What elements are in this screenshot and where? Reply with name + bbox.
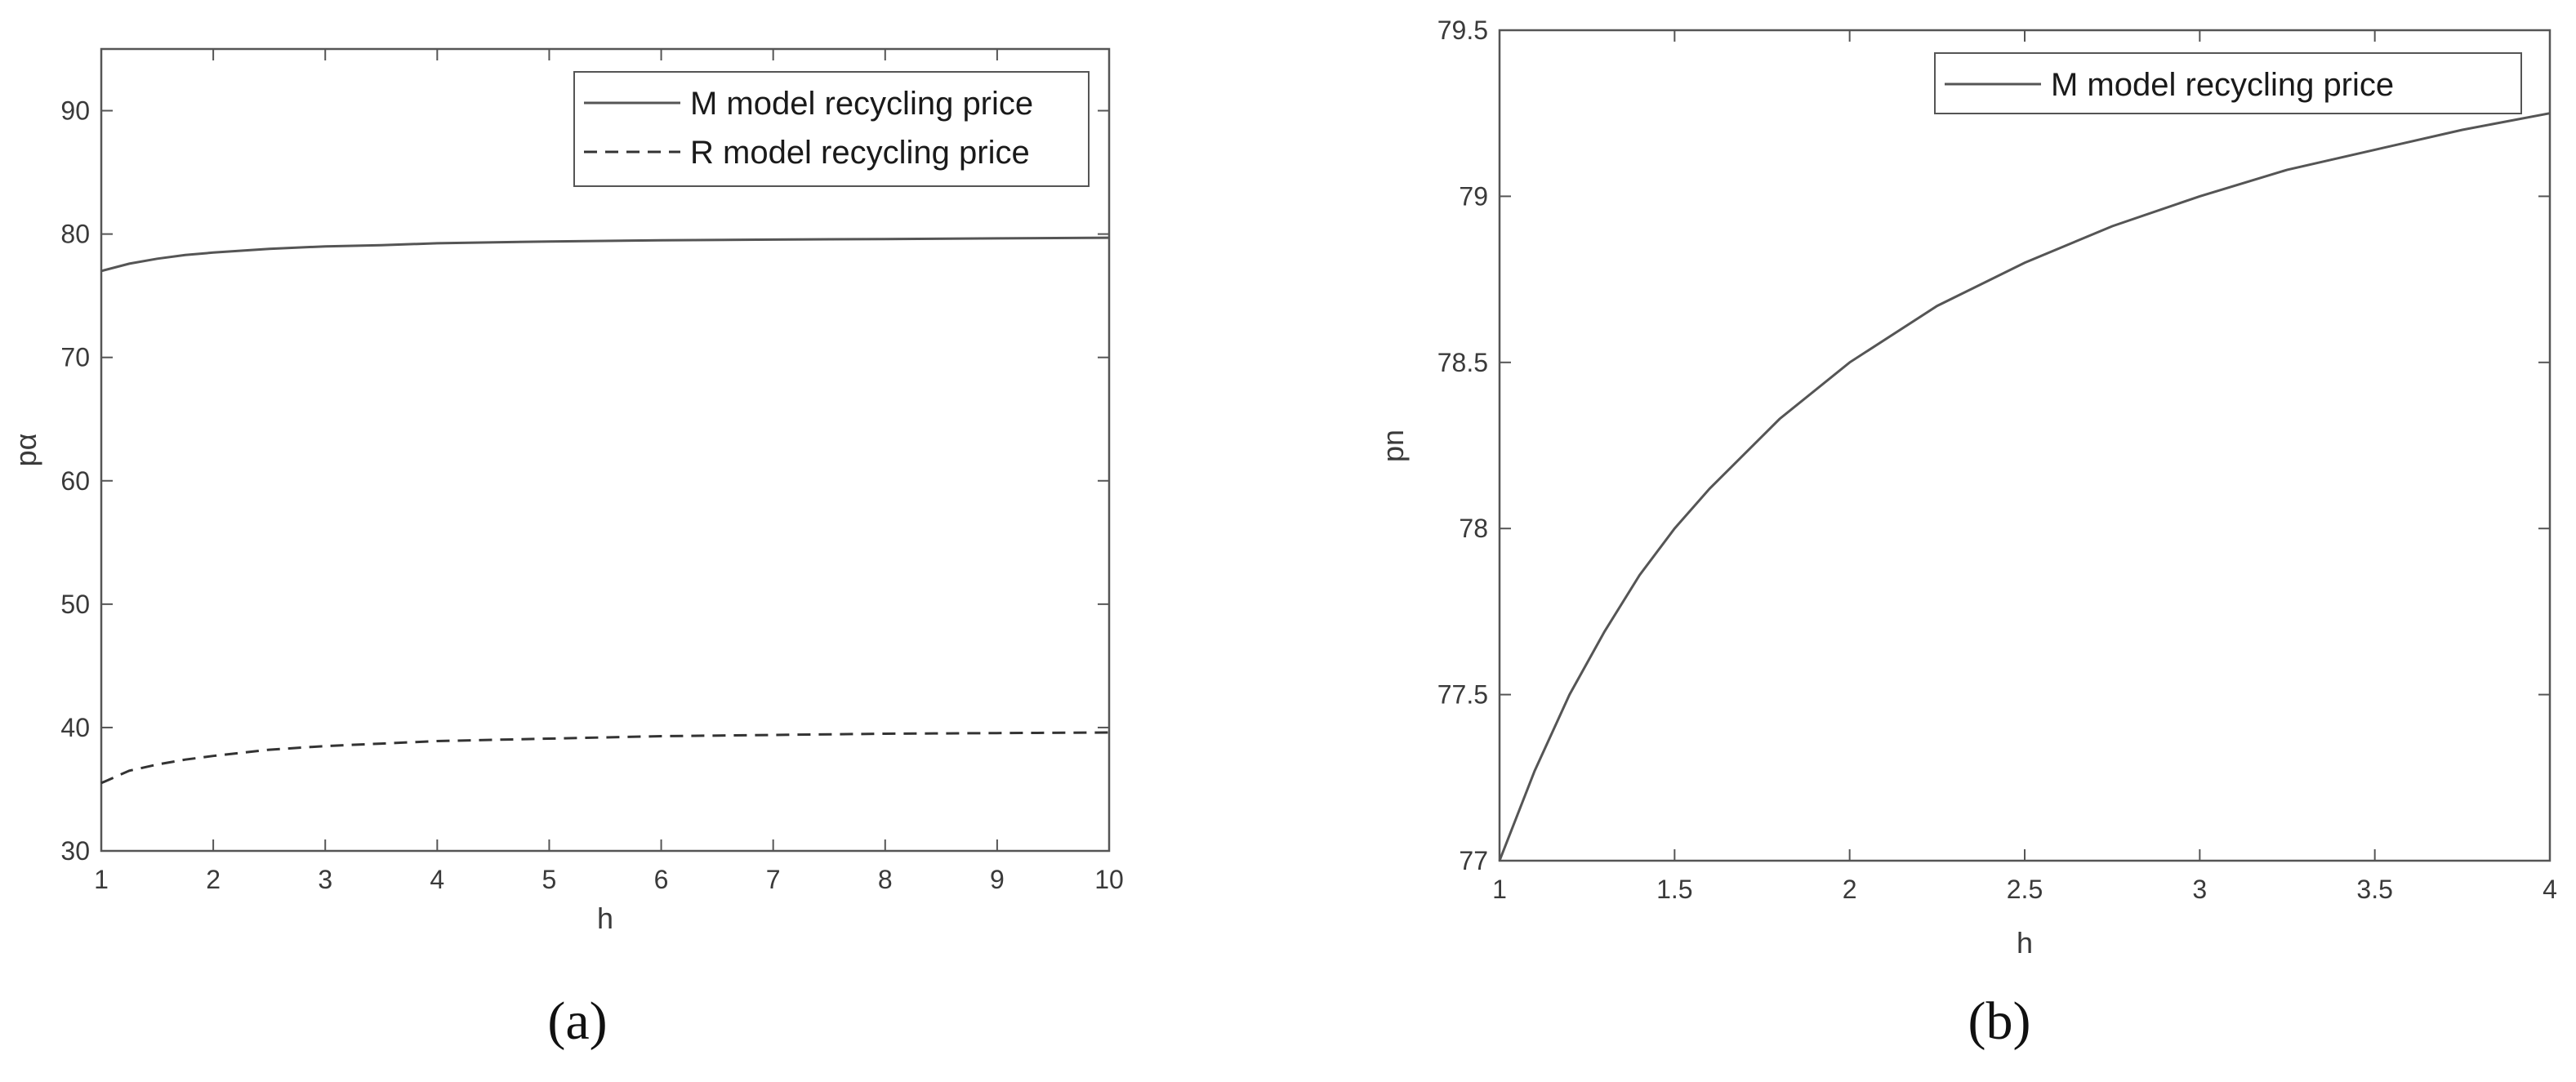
y-tick-label: 90 <box>60 96 90 126</box>
series-line-m-model <box>1498 112 2551 862</box>
legend-a: M model recycling price R model recycling… <box>573 71 1090 187</box>
x-tick-label: 4 <box>430 865 444 894</box>
legend-box <box>573 71 1090 187</box>
x-tick-label: 3 <box>2192 875 2207 904</box>
x-tick-label: 1 <box>1492 875 1507 904</box>
x-tick-label: 6 <box>654 865 669 894</box>
y-tick-label: 30 <box>60 836 90 866</box>
y-tick-label: 78 <box>1459 514 1488 543</box>
y-axis-label-a: pα <box>9 434 42 467</box>
series-layer-a <box>100 236 1110 785</box>
y-tick-label: 40 <box>60 713 90 742</box>
x-tick-label: 5 <box>542 865 557 894</box>
y-tick-label: 80 <box>60 220 90 249</box>
panel-caption-a: (a) <box>547 991 607 1051</box>
x-tick-label: 1.5 <box>1656 875 1692 904</box>
legend-entry-label: M model recycling price <box>2051 67 2394 103</box>
y-tick-label: 50 <box>60 590 90 619</box>
x-tick-label: 2 <box>206 865 221 894</box>
x-tick-label: 10 <box>1094 865 1124 894</box>
series-line-m-model <box>100 236 1110 273</box>
plot-area-frame-b <box>1498 29 2551 862</box>
x-tick-label: 8 <box>878 865 893 894</box>
y-tick-label: 60 <box>60 466 90 496</box>
x-tick-label: 3.5 <box>2356 875 2392 904</box>
chart-panel-b: 1 1.5 2 2.5 3 3.5 4 77 77.5 78 78.5 79 79.5 M model … <box>1376 16 2557 1051</box>
x-tick-label: 3 <box>318 865 332 894</box>
y-axis-label-b: pn <box>1376 430 1410 462</box>
series-line-r-model <box>100 731 1110 785</box>
chart-panel-a: 1 2 3 4 5 6 7 8 9 10 30 40 50 60 70 80 90 M model recycl… <box>9 47 1124 1051</box>
x-tick-label: 2.5 <box>2007 875 2043 904</box>
panel-caption-b: (b) <box>1968 991 2031 1051</box>
legend-entry-label: M model recycling price <box>690 86 1033 122</box>
tick-layer-b: 1 1.5 2 2.5 3 3.5 4 77 77.5 78 78.5 79 79.5 <box>1437 16 2557 904</box>
y-tick-label: 77 <box>1459 846 1488 875</box>
y-tick-label: 78.5 <box>1437 348 1488 377</box>
legend-entry-label: R model recycling price <box>690 135 1030 171</box>
x-tick-label: 9 <box>990 865 1005 894</box>
x-tick-label: 1 <box>94 865 109 894</box>
legend-b: M model recycling price <box>1934 52 2522 114</box>
x-axis-label-a: h <box>597 902 613 935</box>
y-tick-label: 77.5 <box>1437 680 1488 710</box>
tick-layer-a: 1 2 3 4 5 6 7 8 9 10 30 40 50 60 70 80 90 <box>60 49 1124 894</box>
y-tick-label: 79.5 <box>1437 16 1488 45</box>
y-tick-label: 79 <box>1459 181 1488 211</box>
y-tick-label: 70 <box>60 343 90 372</box>
x-axis-label-b: h <box>2017 926 2033 960</box>
series-layer-b <box>1498 112 2551 862</box>
x-tick-label: 2 <box>1843 875 1857 904</box>
plot-area-frame-a <box>100 47 1111 853</box>
x-tick-label: 4 <box>2543 875 2557 904</box>
x-tick-label: 7 <box>766 865 781 894</box>
